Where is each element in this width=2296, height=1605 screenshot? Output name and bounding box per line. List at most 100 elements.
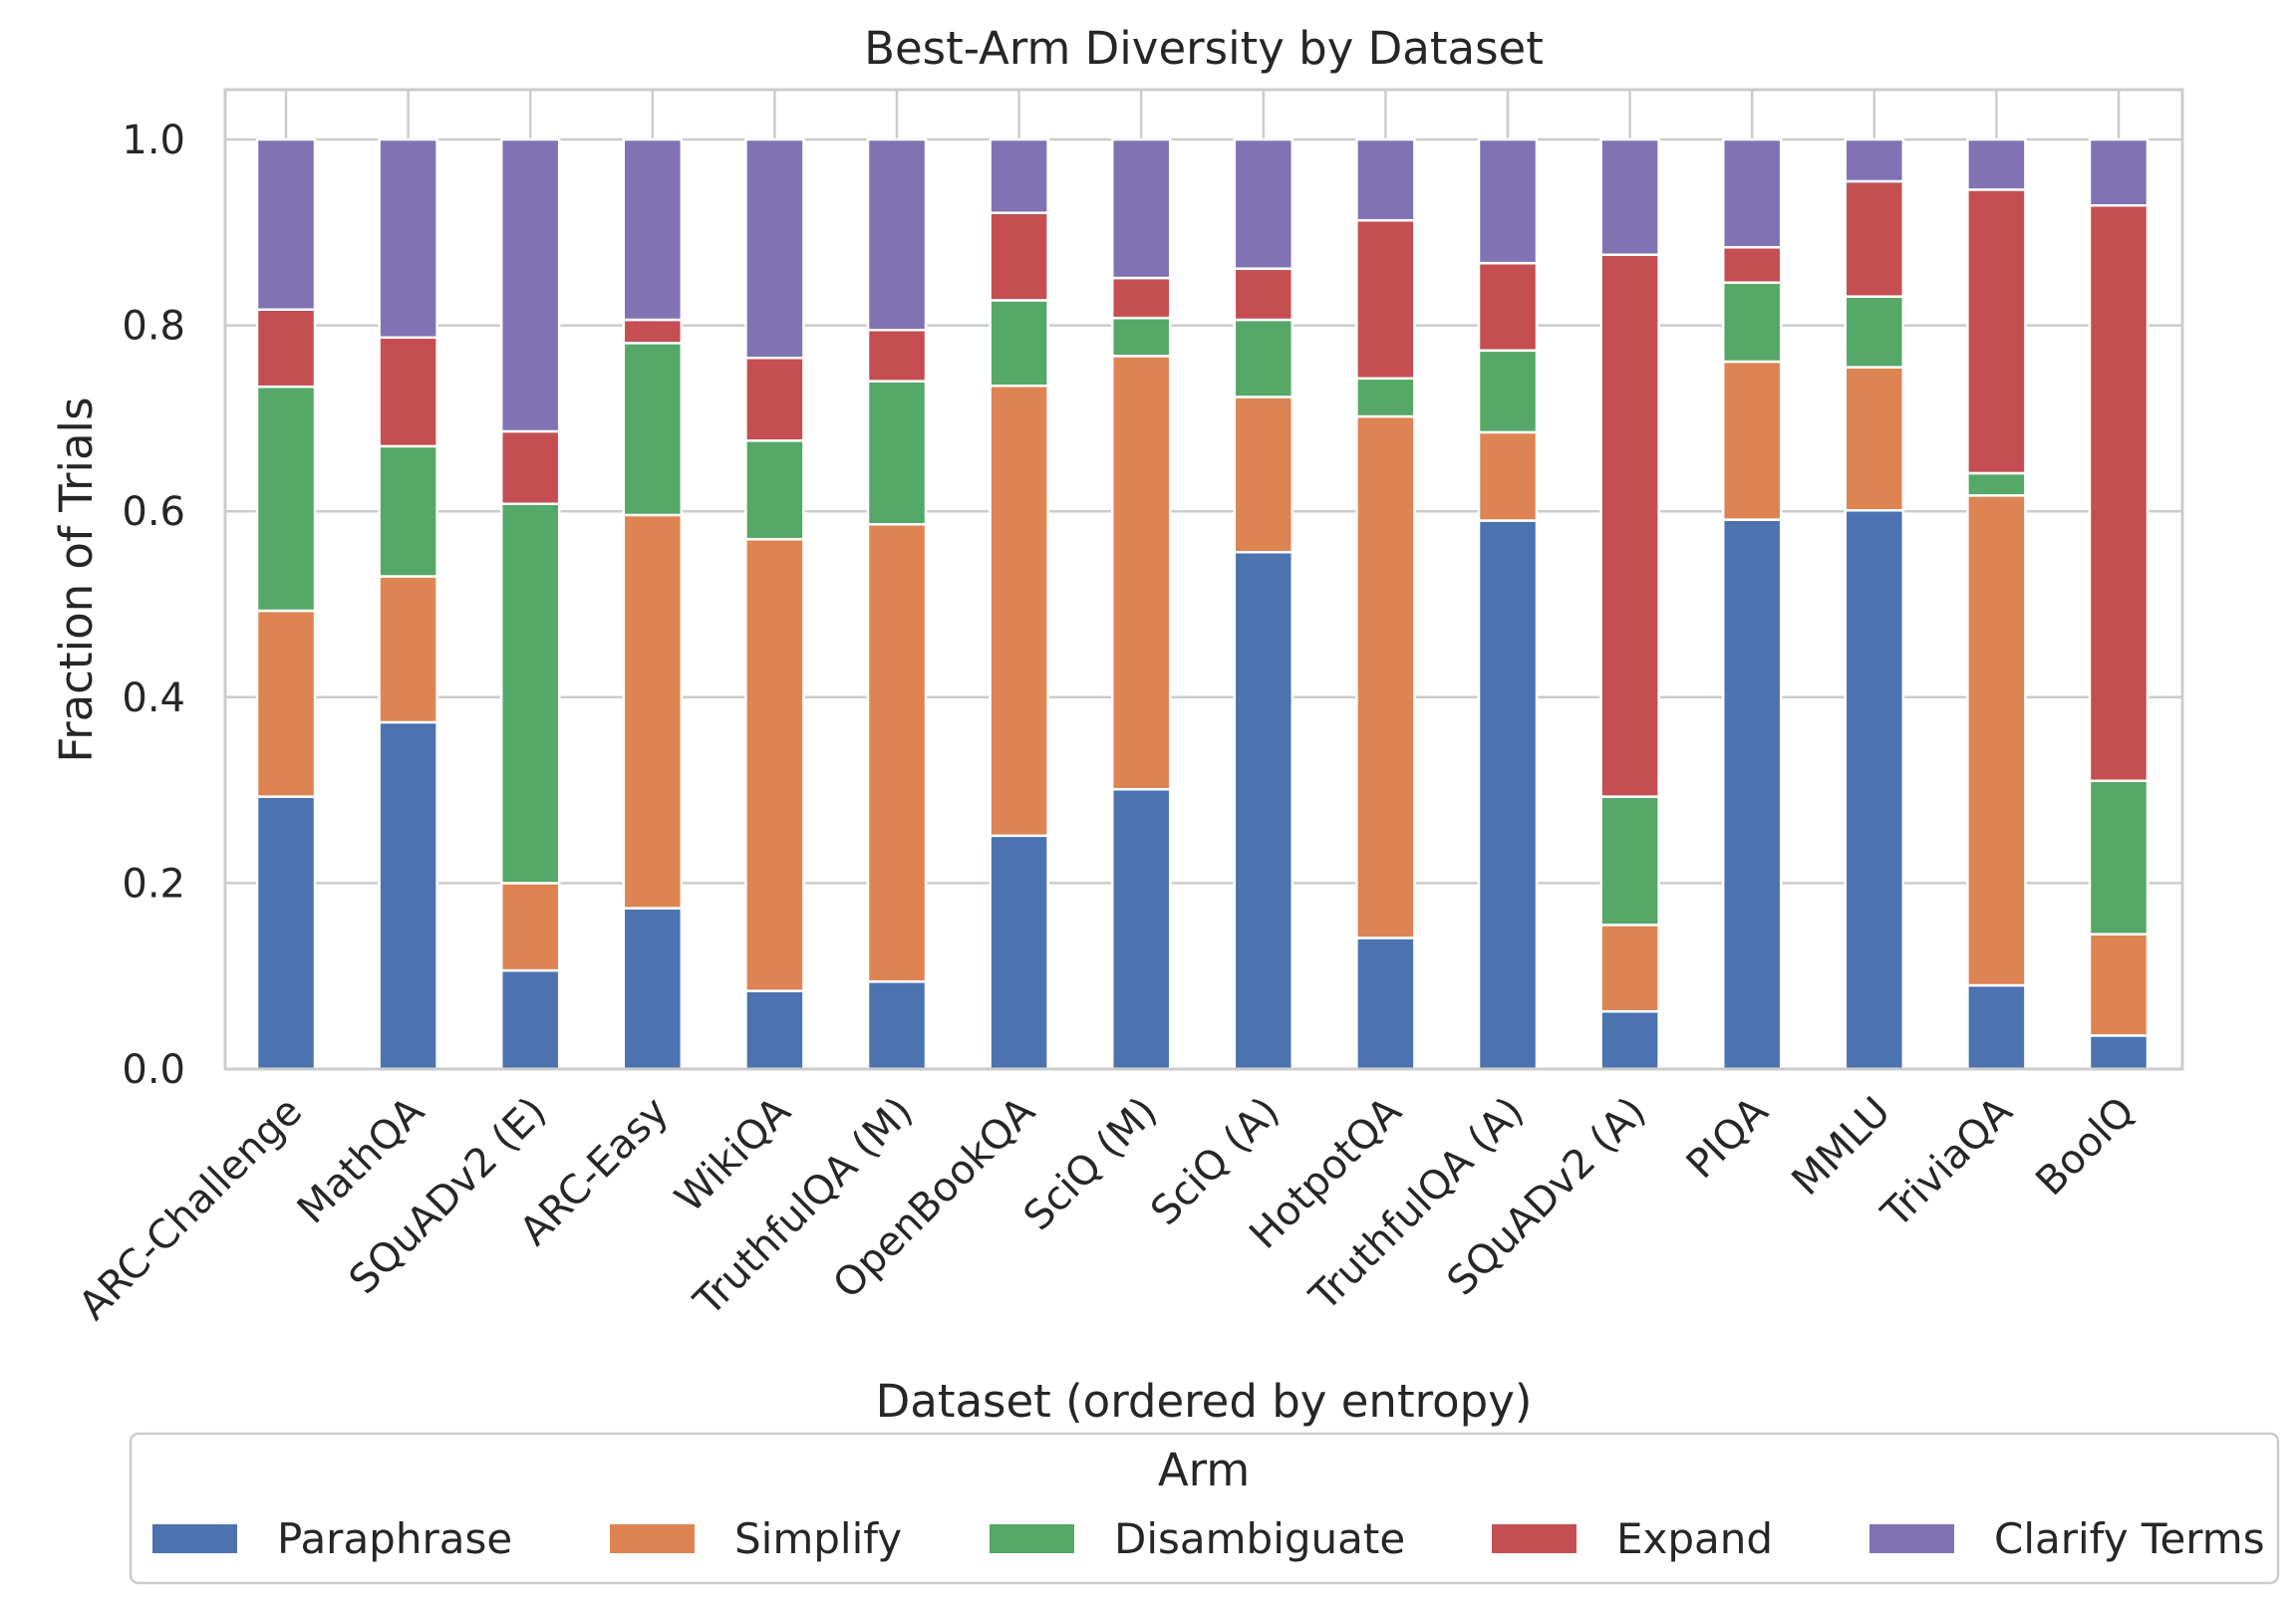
legend-label: Expand bbox=[1616, 1514, 1773, 1563]
bar-segment-disambiguate bbox=[1844, 295, 1905, 369]
bar-segment-paraphrase bbox=[989, 834, 1049, 1071]
y-tick-label: 1.0 bbox=[122, 118, 185, 163]
legend-item-clarify-terms: Clarify Terms bbox=[1869, 1514, 2265, 1563]
bar-segment-expand bbox=[1355, 218, 1416, 381]
bar-segment-simplify bbox=[1477, 430, 1539, 522]
bar-segment-clarify-terms bbox=[1844, 137, 1905, 183]
bar-segment-simplify bbox=[622, 513, 684, 910]
bar-segment-expand bbox=[1599, 253, 1660, 798]
bar-segment-paraphrase bbox=[255, 795, 317, 1071]
bar-segment-paraphrase bbox=[2088, 1034, 2150, 1071]
bar-segment-expand bbox=[1966, 188, 2027, 475]
bar-segment-disambiguate bbox=[1477, 349, 1539, 434]
legend-label: Simplify bbox=[734, 1514, 902, 1563]
bar-segment-expand bbox=[1721, 245, 1783, 284]
bar-segment-disambiguate bbox=[1966, 471, 2027, 497]
bar-segment-disambiguate bbox=[989, 299, 1049, 388]
bar-segment-expand bbox=[1477, 261, 1539, 353]
bar-segment-clarify-terms bbox=[1721, 137, 1783, 249]
bar-segment-disambiguate bbox=[1355, 377, 1416, 418]
legend-swatch bbox=[990, 1524, 1074, 1553]
bar-segment-disambiguate bbox=[1233, 318, 1294, 399]
bar-segment-clarify-terms bbox=[1233, 137, 1294, 270]
plot-frame bbox=[223, 88, 2184, 1071]
bar-segment-clarify-terms bbox=[744, 137, 805, 360]
bar-segment-disambiguate bbox=[2088, 779, 2150, 936]
bar-segment-simplify bbox=[499, 882, 561, 972]
bar-segment-clarify-terms bbox=[989, 137, 1049, 214]
legend-label: Clarify Terms bbox=[1994, 1514, 2265, 1563]
bar-segment-simplify bbox=[2088, 933, 2150, 1037]
bar-segment-simplify bbox=[1355, 414, 1416, 939]
bar-segment-paraphrase bbox=[1599, 1009, 1660, 1071]
bar-segment-simplify bbox=[866, 523, 928, 983]
bar-segment-paraphrase bbox=[1966, 983, 2027, 1071]
bar-segment-expand bbox=[378, 336, 438, 448]
bar-segment-disambiguate bbox=[866, 380, 928, 526]
bar-segment-simplify bbox=[1844, 366, 1905, 512]
x-axis-label: Dataset (ordered by entropy) bbox=[876, 1375, 1533, 1428]
y-ticks: 0.0 0.2 0.4 0.6 0.8 1.0 bbox=[122, 118, 185, 1093]
y-tick-label: 0.6 bbox=[122, 489, 185, 535]
bar-segment-paraphrase bbox=[378, 720, 438, 1071]
bar-segment-expand bbox=[866, 329, 928, 383]
bar-segment-clarify-terms bbox=[1477, 137, 1539, 265]
legend-items: Paraphrase Simplify Disambiguate Expand Clar… bbox=[152, 1514, 2265, 1563]
legend-label: Disambiguate bbox=[1114, 1514, 1405, 1563]
bar-segment-simplify bbox=[1233, 396, 1294, 554]
bar-segment-clarify-terms bbox=[1355, 137, 1416, 222]
bar-segment-paraphrase bbox=[866, 980, 928, 1071]
bar-segment-disambiguate bbox=[744, 439, 805, 541]
bar-segment-paraphrase bbox=[1721, 518, 1783, 1071]
legend-swatch bbox=[1869, 1524, 1954, 1553]
legend: Arm Paraphrase Simplify Disambiguate Expand… bbox=[129, 1432, 2280, 1585]
bar-segment-clarify-terms bbox=[1966, 137, 2027, 191]
bar-segment-simplify bbox=[1110, 355, 1172, 791]
chart-title: Best-Arm Diversity by Dataset bbox=[864, 22, 1544, 75]
bar-segment-simplify bbox=[1599, 924, 1660, 1013]
y-tick-label: 0.0 bbox=[122, 1047, 185, 1093]
bar-segment-clarify-terms bbox=[1599, 137, 1660, 256]
legend-swatch bbox=[152, 1524, 237, 1553]
bar-segment-expand bbox=[989, 211, 1049, 302]
bar-segment-expand bbox=[255, 308, 317, 389]
bar-segment-paraphrase bbox=[744, 989, 805, 1071]
bar-segment-expand bbox=[1233, 267, 1294, 322]
bar-segment-paraphrase bbox=[622, 907, 684, 1071]
bar-segment-paraphrase bbox=[1233, 551, 1294, 1071]
bar-segment-clarify-terms bbox=[622, 137, 684, 322]
legend-swatch bbox=[610, 1524, 695, 1553]
y-tick-label: 0.2 bbox=[122, 861, 185, 907]
bar-segment-disambiguate bbox=[255, 385, 317, 613]
bar-segment-disambiguate bbox=[499, 502, 561, 885]
bar-segment-paraphrase bbox=[499, 968, 561, 1071]
bar-segment-paraphrase bbox=[1110, 787, 1172, 1071]
bar-segment-simplify bbox=[989, 384, 1049, 838]
bar-segment-disambiguate bbox=[378, 444, 438, 578]
legend-swatch bbox=[1492, 1524, 1577, 1553]
bar-segment-paraphrase bbox=[1477, 519, 1539, 1071]
bar-segment-disambiguate bbox=[622, 342, 684, 517]
y-tick-label: 0.8 bbox=[122, 304, 185, 350]
bars bbox=[255, 137, 2150, 1071]
bar-segment-disambiguate bbox=[1721, 281, 1783, 364]
bar-segment-simplify bbox=[1966, 494, 2027, 987]
bar-segment-expand bbox=[1844, 179, 1905, 298]
y-tick-label: 0.4 bbox=[122, 675, 185, 721]
bar-segment-simplify bbox=[744, 537, 805, 992]
bar-segment-clarify-terms bbox=[866, 137, 928, 332]
bar-segment-paraphrase bbox=[1355, 936, 1416, 1071]
bar-segment-expand bbox=[1110, 276, 1172, 320]
bar-segment-clarify-terms bbox=[1110, 137, 1172, 280]
legend-item-paraphrase: Paraphrase bbox=[152, 1514, 512, 1563]
legend-item-disambiguate: Disambiguate bbox=[990, 1514, 1405, 1563]
bar-segment-clarify-terms bbox=[378, 137, 438, 339]
legend-label: Paraphrase bbox=[277, 1514, 512, 1563]
bar-segment-expand bbox=[622, 318, 684, 345]
bar-segment-clarify-terms bbox=[499, 137, 561, 433]
legend-title: Arm bbox=[1158, 1444, 1250, 1496]
legend-item-simplify: Simplify bbox=[610, 1514, 902, 1563]
bar-segment-simplify bbox=[1721, 360, 1783, 521]
bar-segment-expand bbox=[499, 429, 561, 505]
bar-segment-disambiguate bbox=[1599, 795, 1660, 927]
